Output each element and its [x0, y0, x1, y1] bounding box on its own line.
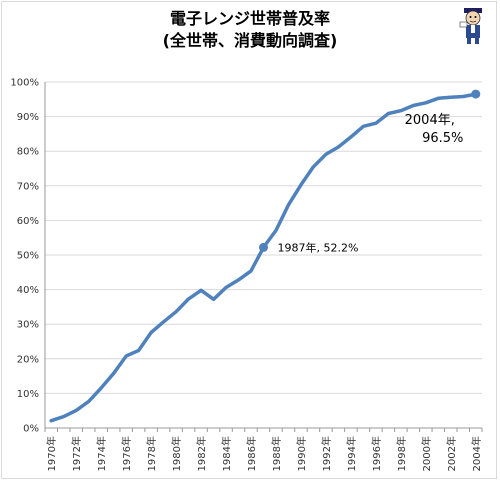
annotation-layer: 1987年, 52.2% 2004年, 96.5%	[259, 89, 481, 254]
x-tick-label: 1988年	[270, 436, 283, 471]
x-tick-label: 1976年	[120, 436, 133, 471]
y-tick-label: 60%	[17, 216, 39, 227]
x-tick-label: 2004年	[470, 436, 483, 471]
y-tick-label: 30%	[17, 320, 39, 331]
chart-title: 電子レンジ世帯普及率 (全世帯、消費動向調査)	[0, 8, 500, 52]
data-point-marker	[259, 242, 268, 252]
chart-title-line1: 電子レンジ世帯普及率	[169, 9, 330, 28]
y-tick-label: 90%	[17, 112, 39, 123]
series-line	[49, 92, 478, 423]
mascot-character-icon	[459, 8, 482, 44]
x-tick-label: 1990年	[295, 436, 308, 471]
x-tick-label: 1992年	[320, 436, 333, 471]
y-axis: 0% 10% 20% 30% 40% 50% 60% 70% 80% 90% 100%	[10, 78, 39, 435]
x-tick-label: 1982年	[195, 436, 208, 471]
y-tick-label: 100%	[10, 78, 39, 89]
series-layer	[49, 92, 478, 423]
x-tick-label: 1986年	[245, 436, 258, 471]
x-tick-label: 1980年	[170, 436, 183, 471]
y-tick-label: 50%	[17, 251, 39, 262]
x-tick-label: 1978年	[145, 436, 158, 471]
chart-title-line2: (全世帯、消費動向調査)	[162, 31, 338, 50]
x-tick-label: 2000年	[420, 436, 433, 471]
y-tick-label: 20%	[17, 354, 39, 365]
y-tick-label: 0%	[23, 424, 39, 435]
x-tick-label: 1984年	[220, 436, 233, 471]
grid-lines	[44, 81, 482, 429]
y-tick-label: 80%	[17, 147, 39, 158]
data-label: 96.5%	[422, 131, 463, 146]
y-tick-label: 40%	[17, 285, 39, 296]
x-axis: 1970年 1972年 1974年 1976年 1978年 1980年 1982年 1984年…	[44, 428, 483, 471]
data-label: 2004年,	[405, 113, 455, 128]
x-tick-label: 1996年	[370, 436, 383, 471]
x-tick-label: 1994年	[345, 436, 358, 471]
x-tick-label: 2002年	[445, 436, 458, 471]
y-tick-label: 10%	[17, 389, 39, 400]
data-point-marker	[471, 89, 481, 99]
y-tick-label: 70%	[17, 181, 39, 192]
x-tick-label: 1974年	[95, 436, 108, 471]
x-tick-label: 1998年	[395, 436, 408, 471]
x-tick-label: 1970年	[45, 436, 58, 471]
data-label: 1987年, 52.2%	[278, 240, 359, 254]
x-tick-label: 1972年	[70, 436, 83, 471]
